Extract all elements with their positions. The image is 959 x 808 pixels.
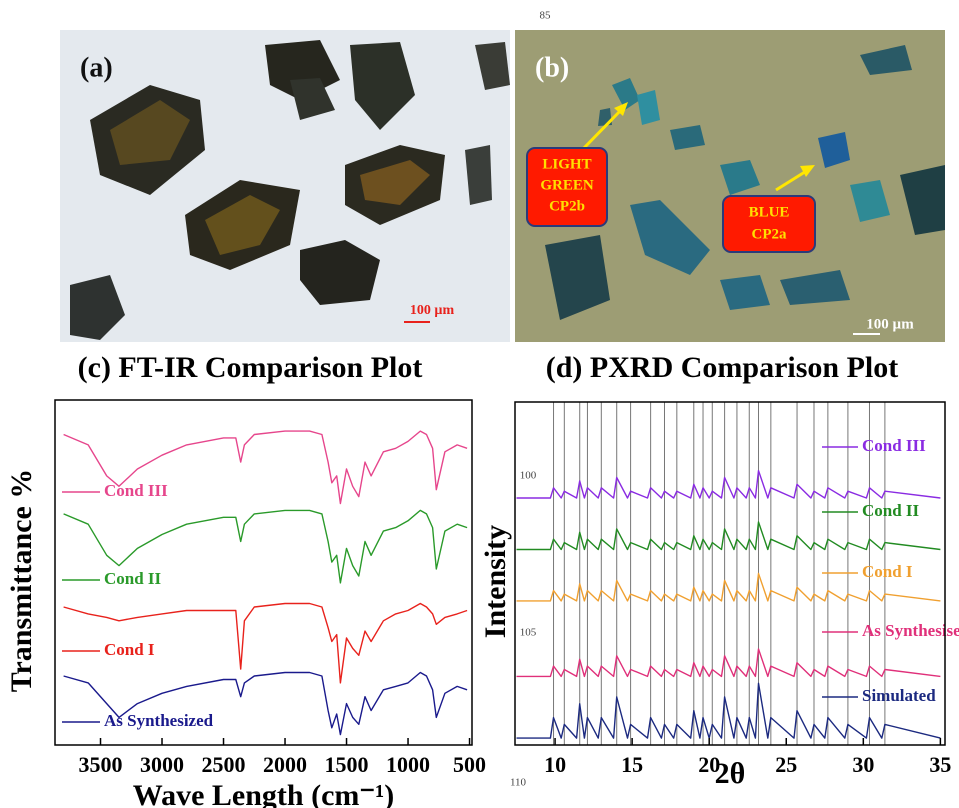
callout-text: CP2b [549, 198, 585, 214]
legend-label: Cond II [862, 501, 920, 520]
legend-label: Simulated [862, 686, 936, 705]
x-tick-label: 1500 [325, 752, 369, 777]
callout-text: LIGHT [542, 156, 591, 172]
photo-label: (a) [80, 52, 113, 83]
legend-label: Cond III [104, 481, 168, 500]
scale-bar: 100 µm [410, 303, 455, 318]
line-number: 85 [540, 10, 552, 22]
x-tick-label: 2000 [263, 752, 307, 777]
x-tick-label: 1000 [386, 752, 430, 777]
scale-bar: 100 µm [866, 316, 914, 332]
x-tick-label: 3000 [140, 752, 184, 777]
line-number: 110 [510, 777, 527, 789]
callout-text: CP2a [752, 226, 787, 242]
x-tick-label: 10 [544, 752, 566, 777]
legend-label: Cond I [862, 562, 913, 581]
photo-label: (b) [535, 52, 569, 83]
legend-label: Cond I [104, 640, 155, 659]
y-axis-label: Transmittance % [5, 469, 38, 693]
x-tick-label: 30 [852, 752, 874, 777]
legend-label: Cond II [104, 569, 162, 588]
line-number: 105 [520, 627, 537, 639]
x-axis-label: Wave Length (cm⁻¹) [133, 779, 394, 808]
x-tick-label: 2500 [202, 752, 246, 777]
x-tick-label: 35 [929, 752, 951, 777]
legend-label: As Synthesized [104, 711, 214, 730]
photo-b: (b) 100 µm LIGHT GREEN CP2b BLUE CP2a [515, 30, 945, 342]
legend-label: Cond III [862, 436, 926, 455]
photo-a: (a) 100 µm [60, 30, 510, 342]
x-tick-label: 500 [453, 752, 486, 777]
x-tick-label: 15 [621, 752, 643, 777]
chart-title: (d) PXRD Comparison Plot [546, 351, 899, 384]
y-axis-label: Intensity [479, 525, 512, 638]
figure: 85 100 105 110 (a) 100 µm [0, 0, 959, 808]
x-tick-label: 3500 [79, 752, 123, 777]
chart-title: (c) FT-IR Comparison Plot [78, 351, 423, 384]
x-tick-label: 25 [775, 752, 797, 777]
line-number: 100 [520, 470, 537, 482]
callout-text: BLUE [749, 204, 790, 220]
callout-text: GREEN [540, 177, 594, 193]
x-axis-label: 2θ [715, 757, 746, 790]
